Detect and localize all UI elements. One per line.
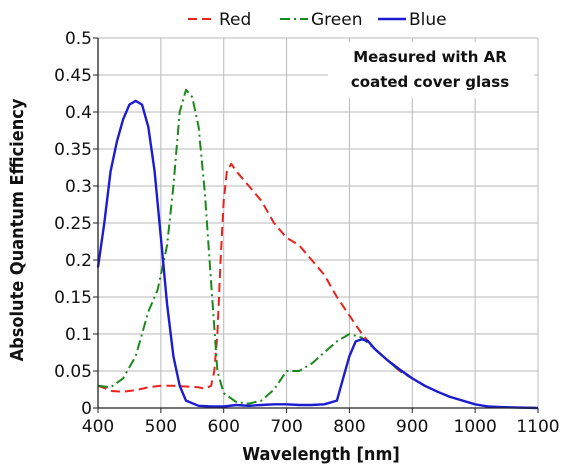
- legend-label-green: Green: [311, 10, 362, 30]
- y-tick-label: 0.25: [54, 214, 92, 234]
- y-axis-title: Absolute Quantum Efficiency: [7, 98, 28, 361]
- series-line-green: [97, 88, 539, 409]
- y-tick-labels: 0 0.05 0.1 0.15 0.2 0.25 0.3 0.35 0.4 0.45 0.5: [54, 29, 98, 419]
- y-tick-label: 0.1: [65, 325, 92, 345]
- x-tick-label: 900: [396, 417, 428, 437]
- y-tick-label: 0.4: [65, 103, 92, 123]
- legend-label-red: Red: [219, 10, 251, 30]
- y-tick-label: 0.05: [54, 362, 92, 382]
- y-tick-label: 0.15: [54, 288, 92, 308]
- x-tick-label: 1100: [516, 417, 559, 437]
- annotation-box: Measured with AR coated cover glass: [328, 42, 534, 98]
- legend-label-blue: Blue: [409, 10, 447, 30]
- series-line-red: [97, 162, 539, 409]
- x-tick-label: 800: [333, 417, 365, 437]
- y-tick-label: 0.2: [65, 251, 92, 271]
- y-tick-label: 0.3: [65, 177, 92, 197]
- x-tick-label: 600: [207, 417, 239, 437]
- series-lines: [96, 88, 539, 410]
- annotation-line-2: coated cover glass: [351, 73, 509, 91]
- series-line-blue: [96, 99, 539, 410]
- annotation-background: [328, 42, 534, 98]
- y-tick-label: 0: [81, 399, 92, 419]
- legend: Red Green Blue: [188, 10, 447, 30]
- x-tick-label: 1000: [454, 417, 497, 437]
- annotation-line-1: Measured with AR: [353, 48, 507, 66]
- y-tick-label: 0.5: [65, 29, 92, 49]
- x-tick-labels: 400 500 600 700 800 900 1000 1100: [82, 408, 560, 437]
- y-tick-label: 0.45: [54, 66, 92, 86]
- x-tick-label: 500: [145, 417, 177, 437]
- x-axis-title: Wavelength [nm]: [242, 444, 399, 465]
- y-tick-label: 0.35: [54, 140, 92, 160]
- x-tick-label: 400: [82, 417, 114, 437]
- x-tick-label: 700: [270, 417, 302, 437]
